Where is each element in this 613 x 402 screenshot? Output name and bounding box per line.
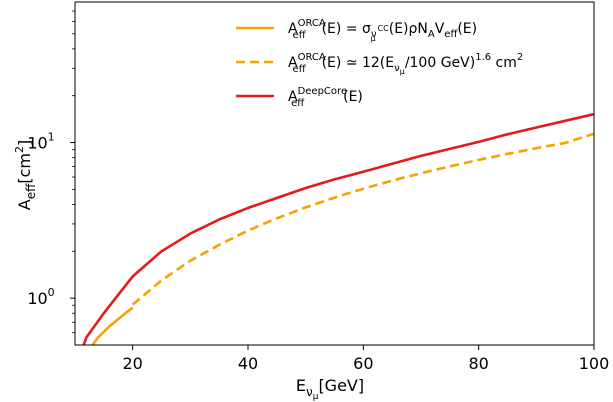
plot-frame <box>74 1 595 346</box>
series-line-3 <box>82 112 594 345</box>
axis-labels-layer: Eνμ[GeV] Aeff[cm2] <box>13 140 364 402</box>
x-tick-label: 80 <box>468 354 488 373</box>
legend: AORCA eff (E) = σνμCC(E)ρNAVeff(E) AORCA eff… <box>236 18 523 109</box>
legend-entry-deepcore-label: ADeepCore eff (E) <box>288 86 363 109</box>
series-line-1 <box>91 306 134 345</box>
x-tick-label: 60 <box>353 354 373 373</box>
y-axis-label: Aeff[cm2] <box>13 140 38 210</box>
plot-background <box>75 2 594 345</box>
legend-entry-orca-approximation-label: AORCA eff (E) ≃ 12(Eνμ/100 GeV)1.6 cm2 <box>288 52 523 76</box>
legend-entry-orca-definition-label: AORCA eff (E) = σνμCC(E)ρNAVeff(E) <box>288 18 477 43</box>
x-tick-label: 40 <box>238 354 258 373</box>
ticks-layer: 20 40 60 80 100 100 101 <box>27 10 610 373</box>
x-tick-label: 100 <box>579 354 610 373</box>
x-tick-label: 20 <box>122 354 142 373</box>
y-tick-label: 101 <box>27 131 54 153</box>
y-tick-label: 100 <box>27 286 54 308</box>
x-axis-label: Eνμ[GeV] <box>296 376 364 402</box>
series-line-2 <box>131 132 594 306</box>
series-layer <box>82 112 594 345</box>
